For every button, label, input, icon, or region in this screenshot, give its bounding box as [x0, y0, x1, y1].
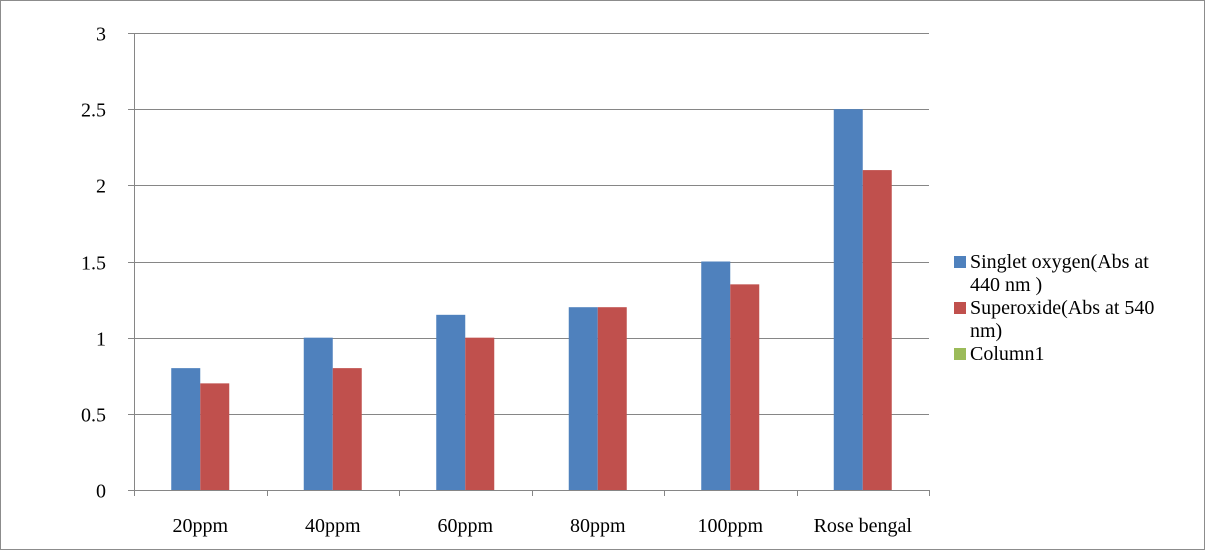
- bar-series-1: [568, 307, 598, 490]
- bar-series-1: [303, 337, 333, 490]
- x-tick-label: 60ppm: [437, 515, 493, 537]
- bar-series-1: [701, 261, 731, 490]
- legend-item-series-1: Singlet oxygen(Abs at 440 nm ): [954, 251, 1164, 297]
- y-tick-label: 3: [96, 24, 106, 46]
- x-tick-label: 100ppm: [697, 515, 763, 537]
- y-tick-label: 0: [96, 481, 106, 503]
- bars: [171, 109, 892, 491]
- bar-series-2: [332, 368, 362, 490]
- bar-series-2: [597, 307, 627, 490]
- bar-series-1: [436, 314, 466, 490]
- bar-series-2: [862, 170, 892, 490]
- legend-swatch-series-1: [954, 256, 966, 268]
- legend-swatch-series-3: [954, 348, 966, 360]
- bar-series-2: [465, 337, 495, 490]
- x-tick-label: 40ppm: [305, 515, 361, 537]
- tick-labels: 0 0.5 1 1.5 2 2.5 3 20ppm 40ppm 60ppm 80ppm 100ppm R…: [81, 24, 912, 538]
- legend-label-series-2: Superoxide(Abs at 540 nm): [970, 297, 1155, 342]
- bar-series-2: [730, 284, 760, 490]
- legend-label-series-3: Column1: [970, 343, 1045, 365]
- gridlines: [134, 33, 929, 415]
- x-tick-label: 80ppm: [570, 515, 626, 537]
- legend-label-series-1: Singlet oxygen(Abs at 440 nm ): [970, 251, 1149, 296]
- legend-swatch-series-2: [954, 302, 966, 314]
- legend: Singlet oxygen(Abs at 440 nm ) Superoxid…: [954, 251, 1164, 366]
- legend-item-series-2: Superoxide(Abs at 540 nm): [954, 297, 1164, 343]
- legend-item-series-3: Column1: [954, 343, 1164, 366]
- y-tick-label: 0.5: [81, 405, 106, 427]
- y-tick-label: 2.5: [81, 100, 106, 122]
- bar-series-2: [200, 383, 230, 490]
- y-tick-label: 2: [96, 176, 106, 198]
- x-tick-label: Rose bengal: [814, 515, 913, 537]
- bar-series-1: [171, 368, 201, 490]
- bar-series-1: [833, 109, 863, 491]
- x-tick-label: 20ppm: [172, 515, 228, 537]
- axes: [128, 33, 930, 496]
- y-tick-label: 1: [96, 329, 106, 351]
- y-tick-label: 1.5: [81, 253, 106, 275]
